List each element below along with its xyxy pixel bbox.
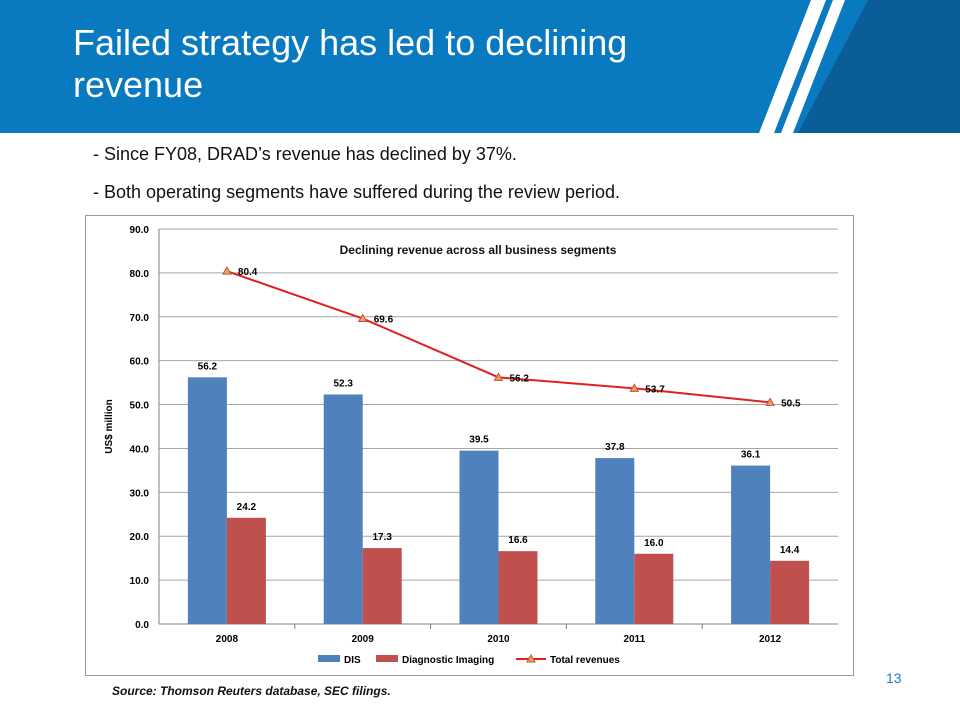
- y-tick-label: 70.0: [130, 313, 150, 324]
- bar-value-label: 14.4: [780, 545, 800, 556]
- total-revenue-line: [226, 270, 771, 404]
- bar-value-label: 16.0: [644, 538, 664, 549]
- y-tick-label: 40.0: [130, 444, 150, 455]
- x-tick-label: 2011: [623, 634, 645, 645]
- bar-dis: [459, 450, 499, 624]
- bullet-list: - Since FY08, DRAD’s revenue has decline…: [93, 143, 620, 219]
- y-tick-label: 50.0: [130, 401, 150, 412]
- bar-diagnostic-imaging: [634, 553, 674, 624]
- line-value-label: 50.5: [781, 398, 801, 409]
- bar-value-label: 17.3: [372, 532, 392, 543]
- header-stripes-decoration: [759, 0, 960, 133]
- legend-label: Diagnostic Imaging: [402, 655, 494, 666]
- bar-diagnostic-imaging: [362, 548, 402, 624]
- bar-dis: [187, 377, 227, 624]
- legend-swatch-diagnostic-imaging: [376, 655, 398, 662]
- bar-value-label: 36.1: [741, 450, 761, 461]
- total-revenue-marker: [493, 372, 504, 381]
- y-axis-label: US$ million: [104, 399, 115, 453]
- line-value-label: 80.4: [238, 267, 258, 278]
- bullet-item: - Since FY08, DRAD’s revenue has decline…: [93, 144, 517, 164]
- bar-value-label: 52.3: [333, 378, 353, 389]
- x-tick-label: 2010: [487, 634, 510, 645]
- x-tick-label: 2008: [216, 634, 239, 645]
- y-tick-label: 20.0: [130, 532, 150, 543]
- x-tick-label: 2009: [352, 634, 375, 645]
- total-revenue-marker: [629, 383, 640, 392]
- legend-label: Total revenues: [550, 655, 620, 666]
- bar-dis: [595, 458, 635, 624]
- bar-value-label: 16.6: [508, 535, 528, 546]
- bar-diagnostic-imaging: [770, 560, 810, 624]
- line-value-label: 69.6: [374, 315, 394, 326]
- bar-diagnostic-imaging: [226, 517, 266, 624]
- header-dark-panel: [798, 0, 960, 133]
- source-note: Source: Thomson Reuters database, SEC fi…: [112, 684, 391, 698]
- y-tick-label: 90.0: [130, 225, 150, 236]
- total-revenue-marker: [222, 266, 232, 275]
- page-number: 13: [886, 670, 902, 686]
- slide-title: Failed strategy has led to declining rev…: [73, 22, 628, 105]
- bar-value-label: 24.2: [237, 502, 257, 513]
- total-revenue-marker: [765, 397, 775, 406]
- y-tick-label: 10.0: [130, 576, 150, 587]
- chart-frame: 0.0 10.0 20.0 30.0 40.0 50.0 60.0 70.0 80.0 90.0 U…: [85, 215, 854, 676]
- bar-value-label: 56.2: [198, 361, 218, 372]
- legend-label: DIS: [344, 655, 361, 666]
- line-value-label: 53.7: [645, 384, 665, 395]
- header-stripe-2: [781, 0, 845, 133]
- bar-diagnostic-imaging: [498, 551, 538, 624]
- bar-value-label: 37.8: [605, 442, 625, 453]
- bar-dis: [323, 394, 363, 624]
- total-revenue-marker: [357, 313, 368, 323]
- revenue-chart: 0.0 10.0 20.0 30.0 40.0 50.0 60.0 70.0 80.0 90.0 U…: [104, 225, 838, 666]
- bullet-item: - Both operating segments have suffered …: [93, 182, 620, 202]
- x-tick-label: 2012: [759, 634, 782, 645]
- line-value-label: 56.2: [510, 373, 530, 384]
- legend-marker-total: [526, 653, 536, 663]
- bar-value-label: 39.5: [469, 435, 489, 446]
- y-tick-label: 80.0: [130, 269, 150, 280]
- y-tick-label: 30.0: [130, 488, 150, 499]
- legend-swatch-dis: [318, 655, 340, 662]
- header-band: Failed strategy has led to declining rev…: [0, 0, 960, 133]
- y-tick-label: 0.0: [135, 620, 149, 631]
- header-stripe-1: [759, 0, 826, 133]
- y-tick-label: 60.0: [130, 357, 150, 368]
- chart-title: Declining revenue across all business se…: [340, 243, 617, 257]
- bar-dis: [731, 465, 771, 624]
